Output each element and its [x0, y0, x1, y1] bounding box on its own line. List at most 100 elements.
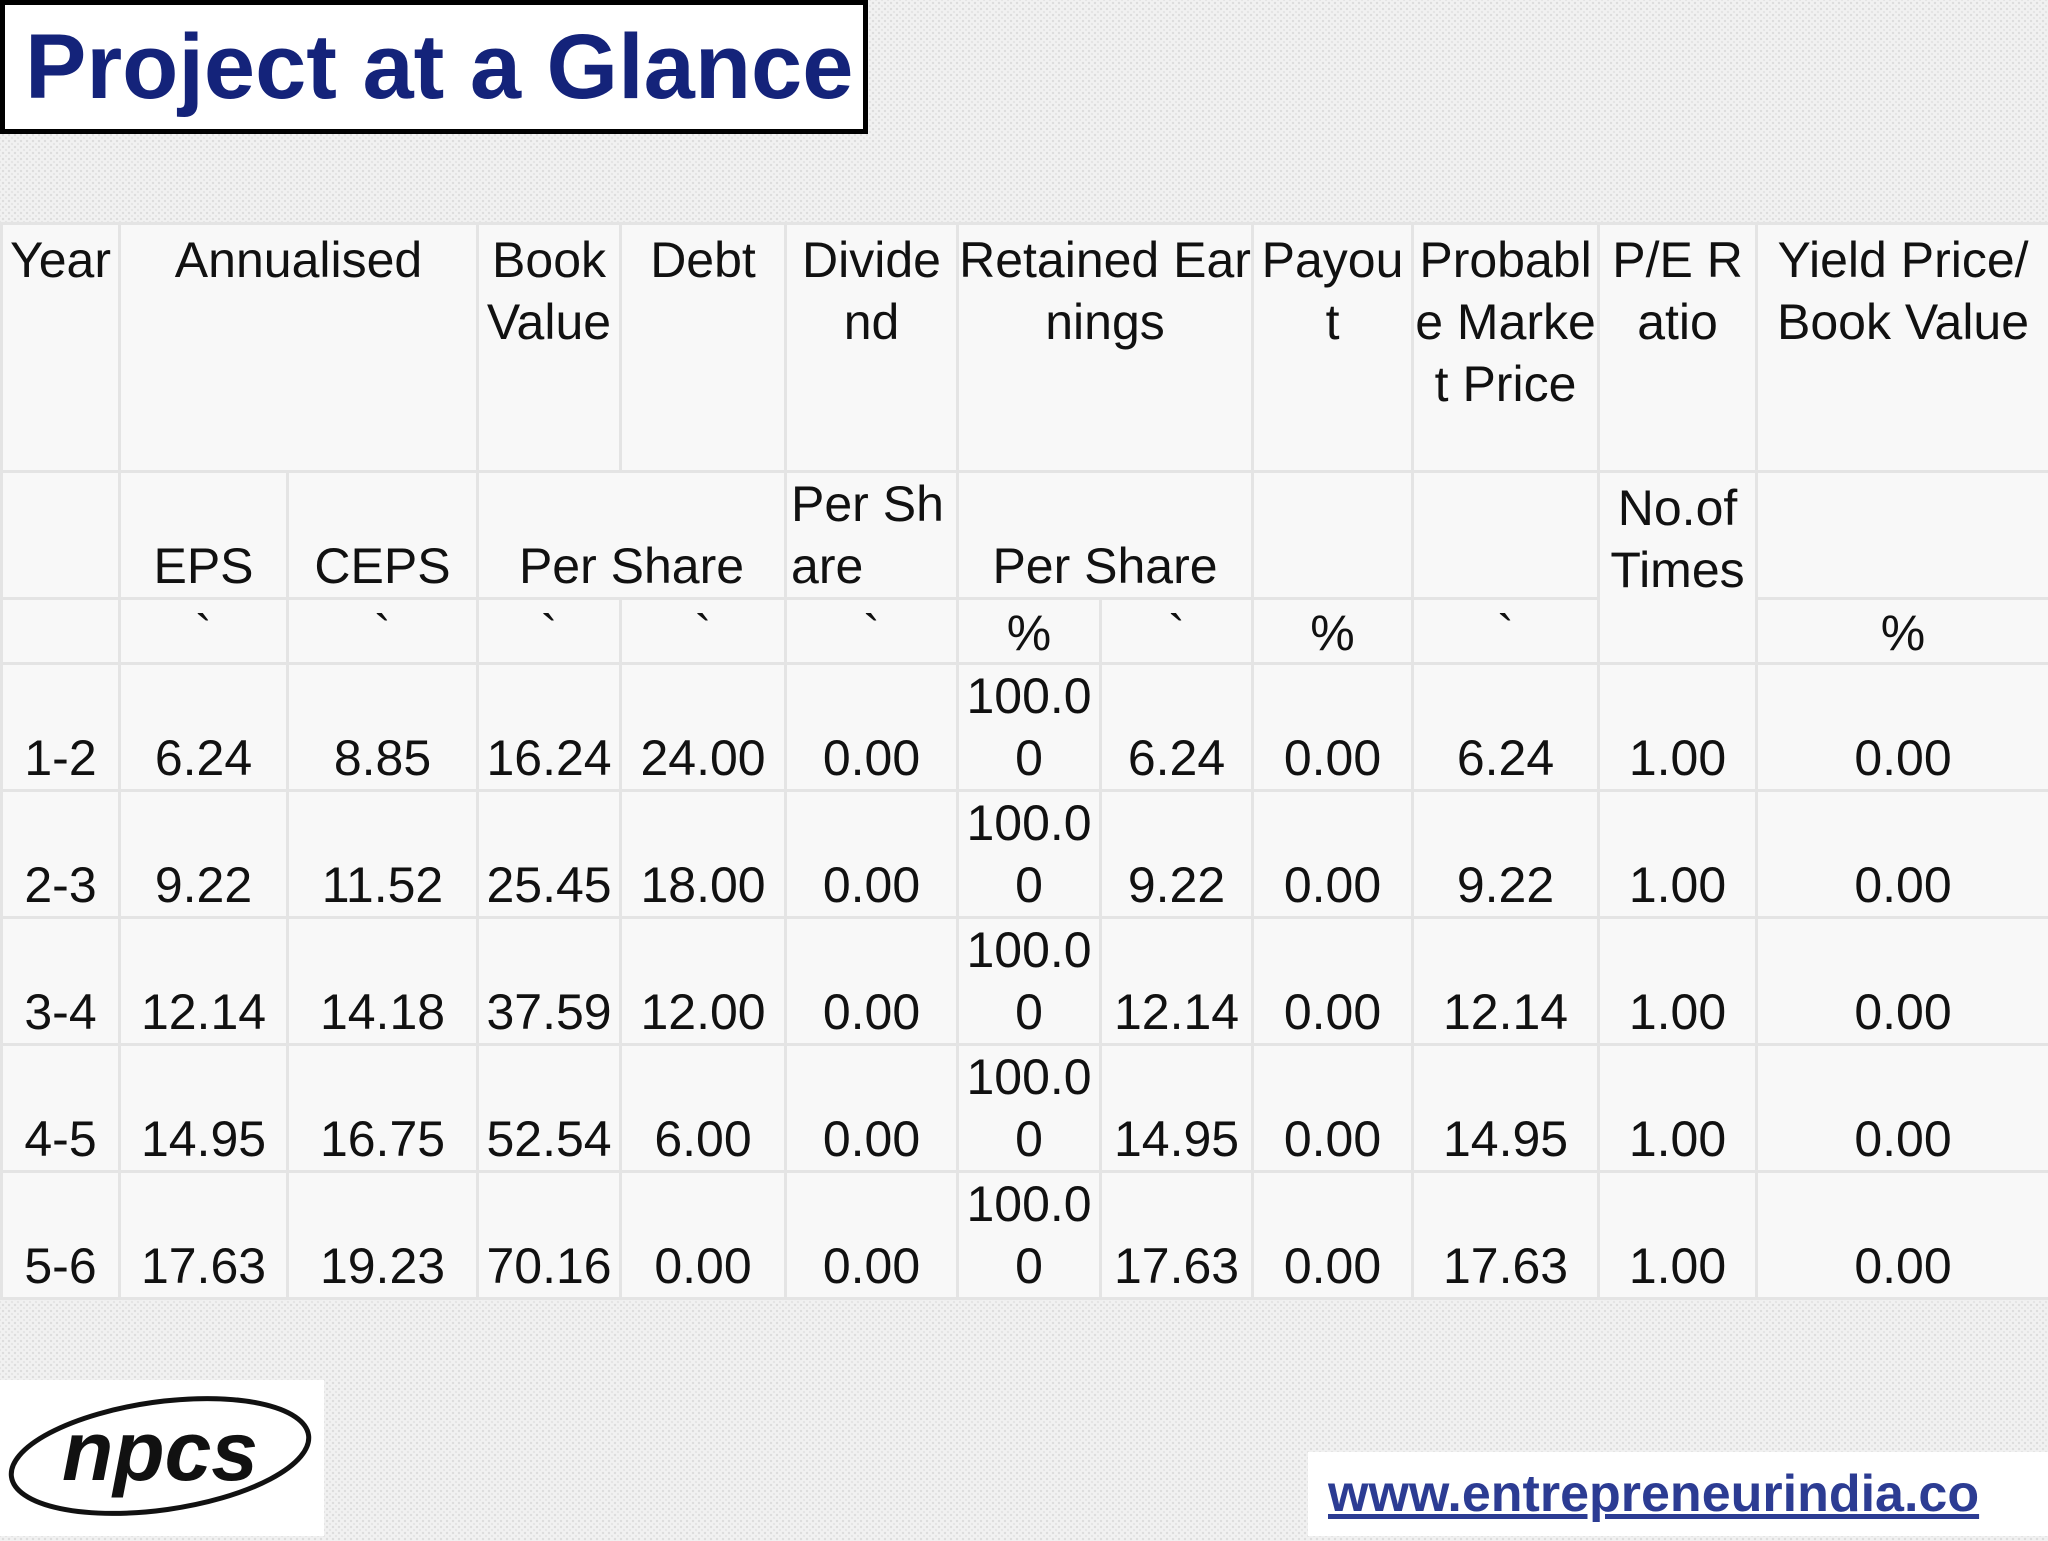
cell-debt: 6.00 — [621, 1045, 786, 1172]
cell-retained-value: 9.22 — [1101, 791, 1253, 918]
cell-ceps: 16.75 — [288, 1045, 478, 1172]
cell-retained-pct: 100.00 — [958, 1172, 1101, 1299]
table-row: 5-6 17.63 19.23 70.16 0.00 0.00 100.00 1… — [2, 1172, 2048, 1299]
cell-eps: 9.22 — [120, 791, 288, 918]
unit-eps: ` — [120, 599, 288, 664]
subheader-pe-no-of-times: No.of Times — [1599, 472, 1757, 664]
header-row: Year Annualised Book Value Debt Divide n… — [2, 224, 2048, 472]
cell-year: 1-2 — [2, 664, 120, 791]
cell-payout: 0.00 — [1253, 664, 1413, 791]
cell-eps: 12.14 — [120, 918, 288, 1045]
cell-yield: 0.00 — [1757, 1172, 2048, 1299]
subheader-retained-per-share: Per Share — [958, 472, 1253, 599]
subheader-empty — [1253, 472, 1413, 599]
cell-dividend: 0.00 — [786, 1172, 958, 1299]
cell-market-price: 14.95 — [1413, 1045, 1599, 1172]
table-row: 3-4 12.14 14.18 37.59 12.00 0.00 100.00 … — [2, 918, 2048, 1045]
header-payout: Payou t — [1253, 224, 1413, 472]
cell-debt: 18.00 — [621, 791, 786, 918]
cell-retained-value: 14.95 — [1101, 1045, 1253, 1172]
cell-yield: 0.00 — [1757, 791, 2048, 918]
cell-pe-ratio: 1.00 — [1599, 664, 1757, 791]
cell-pe-ratio: 1.00 — [1599, 791, 1757, 918]
cell-book-value: 52.54 — [478, 1045, 621, 1172]
cell-payout: 0.00 — [1253, 1172, 1413, 1299]
cell-year: 3-4 — [2, 918, 120, 1045]
project-table: Year Annualised Book Value Debt Divide n… — [0, 222, 2048, 1300]
header-book-value: Book Value — [478, 224, 621, 472]
table-row: 2-3 9.22 11.52 25.45 18.00 0.00 100.00 9… — [2, 791, 2048, 918]
cell-retained-value: 6.24 — [1101, 664, 1253, 791]
subheader-empty — [2, 472, 120, 599]
cell-payout: 0.00 — [1253, 791, 1413, 918]
unit-market-price: ` — [1413, 599, 1599, 664]
cell-yield: 0.00 — [1757, 664, 2048, 791]
cell-yield: 0.00 — [1757, 918, 2048, 1045]
cell-pe-ratio: 1.00 — [1599, 1045, 1757, 1172]
unit-payout: % — [1253, 599, 1413, 664]
cell-ceps: 11.52 — [288, 791, 478, 918]
subheader-eps: EPS — [120, 472, 288, 599]
cell-eps: 6.24 — [120, 664, 288, 791]
subheader-row: EPS CEPS Per Share Per Share Per Share N… — [2, 472, 2048, 599]
cell-year: 2-3 — [2, 791, 120, 918]
header-debt: Debt — [621, 224, 786, 472]
cell-ceps: 14.18 — [288, 918, 478, 1045]
cell-yield: 0.00 — [1757, 1045, 2048, 1172]
cell-market-price: 17.63 — [1413, 1172, 1599, 1299]
cell-retained-pct: 100.00 — [958, 1045, 1101, 1172]
header-probable-market-price: Probabl e Market Price — [1413, 224, 1599, 472]
unit-empty — [2, 599, 120, 664]
cell-dividend: 0.00 — [786, 791, 958, 918]
cell-ceps: 8.85 — [288, 664, 478, 791]
unit-dividend: ` — [786, 599, 958, 664]
unit-retained-pct: % — [958, 599, 1101, 664]
unit-retained-value: ` — [1101, 599, 1253, 664]
cell-retained-pct: 100.00 — [958, 664, 1101, 791]
header-yield-price-book-value: Yield Price/ Book Value — [1757, 224, 2048, 472]
cell-market-price: 12.14 — [1413, 918, 1599, 1045]
npcs-logo: npcs — [0, 1380, 324, 1536]
cell-retained-value: 12.14 — [1101, 918, 1253, 1045]
header-retained-earnings: Retained Earnings — [958, 224, 1253, 472]
cell-retained-pct: 100.00 — [958, 918, 1101, 1045]
cell-dividend: 0.00 — [786, 918, 958, 1045]
cell-retained-value: 17.63 — [1101, 1172, 1253, 1299]
cell-year: 5-6 — [2, 1172, 120, 1299]
unit-book-value: ` — [478, 599, 621, 664]
cell-payout: 0.00 — [1253, 918, 1413, 1045]
table-row: 4-5 14.95 16.75 52.54 6.00 0.00 100.00 1… — [2, 1045, 2048, 1172]
cell-debt: 24.00 — [621, 664, 786, 791]
cell-debt: 0.00 — [621, 1172, 786, 1299]
header-annualised: Annualised — [120, 224, 478, 472]
cell-pe-ratio: 1.00 — [1599, 1172, 1757, 1299]
subheader-empty — [1413, 472, 1599, 599]
cell-book-value: 70.16 — [478, 1172, 621, 1299]
cell-market-price: 6.24 — [1413, 664, 1599, 791]
npcs-logo-text: npcs — [62, 1404, 258, 1498]
header-pe-ratio: P/E Ratio — [1599, 224, 1757, 472]
cell-year: 4-5 — [2, 1045, 120, 1172]
cell-market-price: 9.22 — [1413, 791, 1599, 918]
npcs-logo-graphic: npcs — [0, 1380, 324, 1536]
cell-dividend: 0.00 — [786, 1045, 958, 1172]
cell-book-value: 16.24 — [478, 664, 621, 791]
subheader-ceps: CEPS — [288, 472, 478, 599]
subheader-dividend-per-share: Per Share — [786, 472, 958, 599]
header-dividend: Divide nd — [786, 224, 958, 472]
unit-ceps: ` — [288, 599, 478, 664]
title-box: Project at a Glance — [0, 0, 868, 134]
cell-book-value: 25.45 — [478, 791, 621, 918]
subheader-empty — [1757, 472, 2048, 599]
cell-book-value: 37.59 — [478, 918, 621, 1045]
header-year: Year — [2, 224, 120, 472]
cell-debt: 12.00 — [621, 918, 786, 1045]
website-link[interactable]: www.entrepreneurindia.co — [1308, 1464, 1979, 1524]
unit-yield: % — [1757, 599, 2048, 664]
cell-dividend: 0.00 — [786, 664, 958, 791]
unit-debt: ` — [621, 599, 786, 664]
subheader-book-debt-per-share: Per Share — [478, 472, 786, 599]
cell-pe-ratio: 1.00 — [1599, 918, 1757, 1045]
cell-eps: 17.63 — [120, 1172, 288, 1299]
cell-ceps: 19.23 — [288, 1172, 478, 1299]
